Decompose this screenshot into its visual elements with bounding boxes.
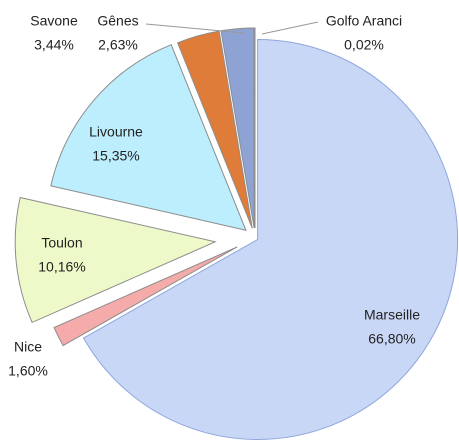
slice-value-label: 15,35% <box>92 148 139 164</box>
slice-value-label: 10,16% <box>38 259 85 275</box>
slice-label: Gênes <box>97 13 138 29</box>
slice-label: Livourne <box>89 124 143 140</box>
leader-line <box>261 21 319 35</box>
slice-value-label: 2,63% <box>98 37 138 53</box>
slice-value-label: 66,80% <box>368 331 415 347</box>
pie-slice <box>14 196 217 324</box>
slice-label: Toulon <box>41 235 82 251</box>
slice-value-label: 0,02% <box>344 37 384 53</box>
slice-label: Marseille <box>364 307 420 323</box>
pie-slice <box>50 44 247 231</box>
pie-slice <box>82 39 459 441</box>
slice-label: Savone <box>30 13 78 29</box>
slice-label: Golfo Aranci <box>326 13 402 29</box>
slice-value-label: 3,44% <box>34 37 74 53</box>
slice-value-label: 1,60% <box>8 363 48 379</box>
slice-label: Nice <box>14 339 42 355</box>
leader-line <box>145 23 245 34</box>
pie-slice <box>53 246 238 347</box>
